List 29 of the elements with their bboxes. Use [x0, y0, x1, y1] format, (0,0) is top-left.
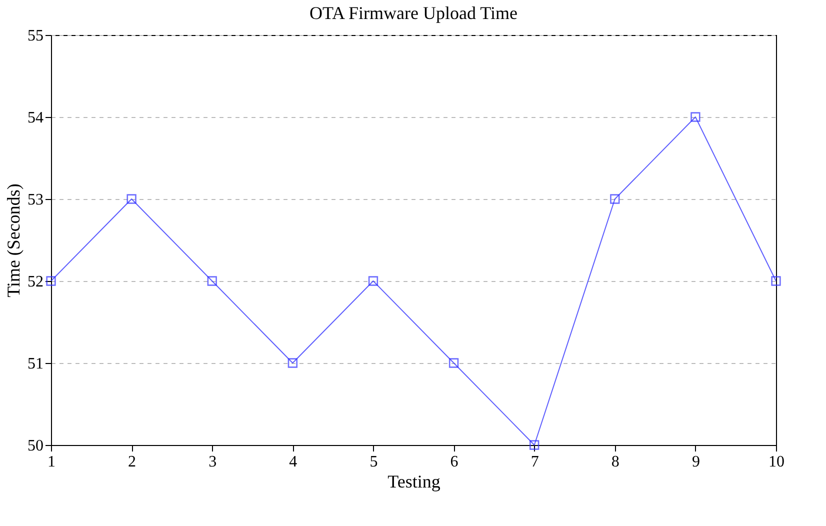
y-tick-label: 50 [28, 438, 44, 454]
x-tick-label: 1 [48, 454, 56, 470]
point [771, 276, 781, 286]
y-tick-label: 51 [28, 356, 44, 372]
x-tick-label: 5 [370, 454, 378, 470]
point [530, 440, 540, 450]
point [448, 358, 459, 368]
y-tick-label: 54 [28, 110, 44, 126]
x-tick-label: 9 [692, 454, 700, 470]
point [610, 194, 620, 204]
x-tick-label: 6 [450, 454, 458, 470]
y-tick-label: 55 [28, 28, 44, 44]
x-tick-label: 3 [208, 454, 217, 470]
point [207, 276, 217, 286]
chart-title: OTA Firmware Upload Time [309, 3, 518, 23]
point [288, 358, 298, 368]
x-tick-label: 7 [530, 454, 539, 470]
y-tick-label: 52 [28, 274, 44, 290]
x-tick-label: 2 [128, 454, 136, 470]
y-axis-title: Time (Seconds) [4, 184, 24, 298]
point [690, 112, 700, 122]
x-tick-label: 4 [289, 454, 298, 470]
x-axis-title: Testing [388, 472, 440, 492]
y-tick-label: 53 [28, 192, 44, 208]
point [126, 194, 136, 204]
point [46, 276, 56, 286]
x-tick-label: 10 [768, 454, 784, 470]
point [368, 276, 378, 286]
x-tick-label: 8 [611, 454, 620, 470]
